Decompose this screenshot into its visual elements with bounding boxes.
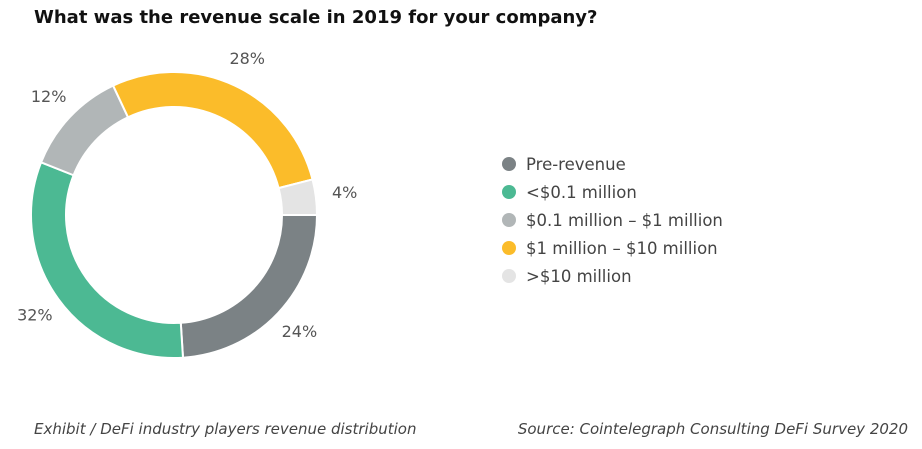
- legend-item-pre-revenue: Pre-revenue: [502, 150, 723, 178]
- donut-slices: [30, 71, 319, 359]
- slice-label-3: 28%: [229, 49, 265, 68]
- legend-label: $1 million – $10 million: [526, 238, 718, 258]
- slice-label-1: 32%: [17, 306, 53, 325]
- legend-label: $0.1 million – $1 million: [526, 210, 723, 230]
- exhibit-caption: Exhibit / DeFi industry players revenue …: [34, 420, 417, 438]
- donut-slice-4: [277, 178, 319, 216]
- donut-chart: 24% 32% 12% 28% 4%: [17, 49, 357, 359]
- chart-legend: Pre-revenue <$0.1 million $0.1 million –…: [502, 150, 723, 290]
- donut-slice-3: [111, 71, 314, 190]
- legend-label: <$0.1 million: [526, 182, 637, 202]
- legend-item-under-0-1-million: <$0.1 million: [502, 178, 723, 206]
- legend-dot: [502, 269, 516, 283]
- slice-label-4: 4%: [332, 183, 357, 202]
- slice-labels: 24% 32% 12% 28% 4%: [17, 49, 357, 341]
- slice-label-0: 24%: [282, 322, 318, 341]
- legend-dot: [502, 185, 516, 199]
- legend-label: >$10 million: [526, 266, 632, 286]
- legend-dot: [502, 213, 516, 227]
- legend-label: Pre-revenue: [526, 154, 626, 174]
- chart-title: What was the revenue scale in 2019 for y…: [34, 7, 598, 28]
- source-caption: Source: Cointelegraph Consulting DeFi Su…: [517, 420, 908, 438]
- slice-label-2: 12%: [31, 87, 67, 106]
- legend-dot: [502, 157, 516, 171]
- legend-dot: [502, 241, 516, 255]
- donut-slice-1: [30, 161, 185, 359]
- legend-item-1-to-10-million: $1 million – $10 million: [502, 234, 723, 262]
- legend-item-0-1-to-1-million: $0.1 million – $1 million: [502, 206, 723, 234]
- legend-item-over-10-million: >$10 million: [502, 262, 723, 290]
